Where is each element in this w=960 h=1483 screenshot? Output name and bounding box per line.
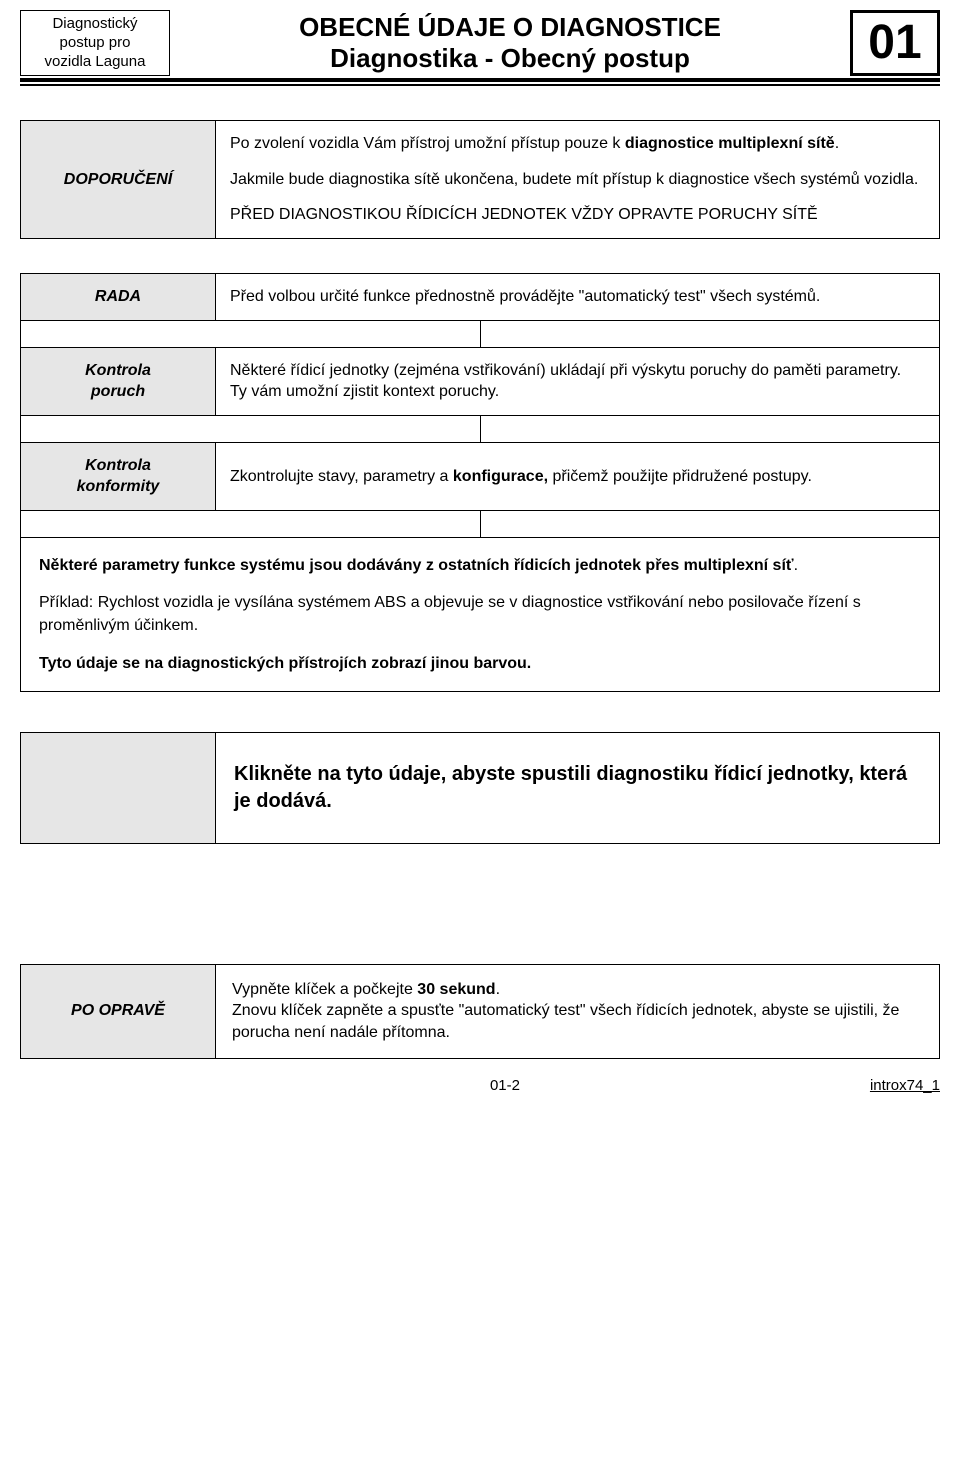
konformity-label: Kontrola konformity — [21, 442, 216, 510]
header-underline — [20, 84, 940, 86]
block-kontrola-poruch: Kontrola poruch Některé řídicí jednotky … — [20, 347, 940, 416]
block-pooprave: PO OPRAVĚ Vypněte klíček a počkejte 30 s… — [20, 964, 940, 1059]
text: Znovu klíček zapněte a spusťte "automati… — [232, 1000, 923, 1043]
text: PŘED DIAGNOSTIKOU ŘÍDICÍCH JEDNOTEK VŽDY… — [230, 204, 925, 226]
header-title-block: OBECNÉ ÚDAJE O DIAGNOSTICE Diagnostika -… — [180, 10, 840, 76]
poruch-label: Kontrola poruch — [21, 347, 216, 415]
text-bold: 30 sekund — [417, 981, 495, 998]
header-title-line1: OBECNÉ ÚDAJE O DIAGNOSTICE — [180, 12, 840, 43]
text: Po zvolení vozidla Vám přístroj umožní p… — [230, 135, 625, 152]
block-rada: RADA Před volbou určité funkce přednostn… — [20, 273, 940, 321]
connector — [20, 511, 940, 537]
text: Příklad: Rychlost vozidla je vysílána sy… — [39, 591, 921, 637]
text: Kontrola — [35, 455, 201, 477]
header-corner-box: Diagnostický postup pro vozidla Laguna — [20, 10, 170, 76]
text: Vypněte klíček a počkejte — [232, 981, 417, 998]
text-bold: diagnostice multiplexní sítě — [625, 135, 835, 152]
corner-line: postup pro — [29, 34, 161, 53]
text-bold: konfigurace, — [453, 468, 548, 485]
text: Zkontrolujte stavy, parametry a — [230, 468, 453, 485]
text: Kontrola — [35, 360, 201, 382]
text-bold: Tyto údaje se na diagnostických přístroj… — [39, 655, 531, 672]
action-content: Klikněte na tyto údaje, abyste spustili … — [216, 732, 940, 843]
text: Jakmile bude diagnostika sítě ukončena, … — [230, 169, 925, 191]
page-number: 01-2 — [140, 1077, 870, 1094]
pooprave-content: Vypněte klíček a počkejte 30 sekund. Zno… — [216, 964, 940, 1058]
doporuceni-label: DOPORUČENÍ — [21, 121, 216, 239]
document-id: introx74_1 — [870, 1077, 940, 1094]
konformity-content: Zkontrolujte stavy, parametry a konfigur… — [216, 442, 940, 510]
block-fullwidth-info: Některé parametry funkce systému jsou do… — [20, 537, 940, 692]
page-header: Diagnostický postup pro vozidla Laguna O… — [20, 10, 940, 82]
block-doporuceni: DOPORUČENÍ Po zvolení vozidla Vám přístr… — [20, 120, 940, 239]
text: . — [794, 557, 798, 574]
block-action: Klikněte na tyto údaje, abyste spustili … — [20, 732, 940, 844]
rada-content: Před volbou určité funkce přednostně pro… — [216, 274, 940, 321]
connector — [20, 416, 940, 442]
rada-label: RADA — [21, 274, 216, 321]
page-footer: 01-2 introx74_1 — [20, 1077, 940, 1094]
pooprave-label: PO OPRAVĚ — [21, 964, 216, 1058]
text: konformity — [35, 476, 201, 498]
header-number-box: 01 — [850, 10, 940, 76]
block-kontrola-konformity: Kontrola konformity Zkontrolujte stavy, … — [20, 442, 940, 511]
text: Některé řídicí jednotky (zejména vstřiko… — [230, 360, 925, 382]
text-bold: Některé parametry funkce systému jsou do… — [39, 557, 794, 574]
action-blank-cell — [21, 732, 216, 843]
text: přičemž použijte přidružené postupy. — [548, 468, 812, 485]
text: . — [496, 981, 500, 998]
corner-line: vozidla Laguna — [29, 53, 161, 72]
corner-line: Diagnostický — [29, 15, 161, 34]
header-title-line2: Diagnostika - Obecný postup — [180, 43, 840, 74]
doporuceni-content: Po zvolení vozidla Vám přístroj umožní p… — [216, 121, 940, 239]
text: . — [835, 135, 839, 152]
poruch-content: Některé řídicí jednotky (zejména vstřiko… — [216, 347, 940, 415]
text: Ty vám umožní zjistit kontext poruchy. — [230, 381, 925, 403]
text: poruch — [35, 381, 201, 403]
connector — [20, 321, 940, 347]
